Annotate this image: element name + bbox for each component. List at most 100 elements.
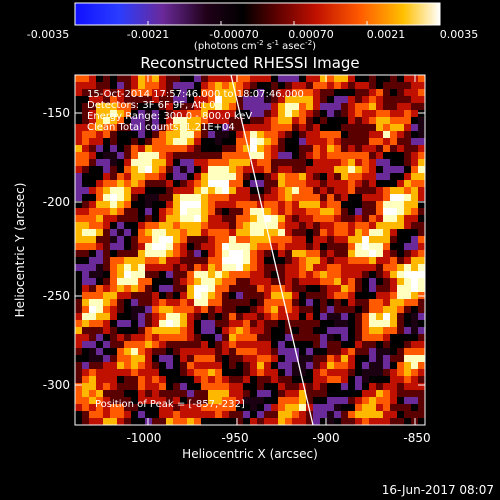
image-pixel [236,89,244,97]
image-pixel [152,152,160,160]
image-pixel [285,397,293,405]
image-pixel [320,180,328,188]
image-pixel [355,215,363,223]
image-pixel [110,264,118,272]
image-pixel [243,145,251,153]
image-pixel [215,236,223,244]
image-pixel [313,271,321,279]
image-pixel [411,390,419,398]
image-pixel [194,145,202,153]
image-pixel [145,96,153,104]
image-pixel [264,236,272,244]
image-pixel [159,362,167,370]
image-pixel [271,222,279,230]
image-pixel [376,159,384,167]
image-pixel [418,194,425,202]
image-pixel [201,341,209,349]
image-pixel [229,173,237,181]
image-pixel [278,187,286,195]
image-pixel [341,82,349,90]
image-pixel [243,257,251,265]
image-pixel [334,411,342,419]
image-pixel [173,404,181,412]
image-pixel [117,341,125,349]
image-pixel [334,138,342,146]
image-pixel [124,159,132,167]
image-pixel [369,82,377,90]
image-pixel [376,292,384,300]
image-pixel [404,166,412,174]
image-pixel [124,166,132,174]
image-pixel [306,362,314,370]
image-pixel [82,285,90,293]
image-pixel [82,348,90,356]
image-pixel [110,313,118,321]
image-pixel [243,264,251,272]
image-pixel [215,369,223,377]
image-pixel [194,376,202,384]
image-pixel [299,348,307,356]
image-pixel [89,362,97,370]
image-pixel [390,166,398,174]
image-pixel [397,355,405,363]
image-pixel [138,124,146,132]
image-pixel [208,355,216,363]
image-pixel [159,89,167,97]
image-pixel [285,257,293,265]
image-pixel [264,124,272,132]
image-pixel [376,145,384,153]
image-pixel [250,411,258,419]
image-pixel [250,110,258,118]
image-pixel [138,131,146,139]
image-pixel [243,166,251,174]
image-pixel [257,362,265,370]
image-pixel [250,404,258,412]
image-pixel [376,138,384,146]
image-pixel [271,208,279,216]
image-pixel [320,110,328,118]
image-pixel [341,348,349,356]
image-pixel [299,222,307,230]
image-pixel [355,278,363,286]
image-pixel [201,187,209,195]
image-pixel [334,110,342,118]
image-pixel [215,117,223,125]
image-pixel [229,418,237,425]
image-pixel [404,278,412,286]
image-pixel [285,145,293,153]
image-pixel [341,96,349,104]
image-pixel [180,131,188,139]
image-pixel [96,173,104,181]
image-pixel [124,236,132,244]
image-pixel [299,327,307,335]
image-pixel [243,250,251,258]
image-pixel [341,369,349,377]
image-pixel [173,173,181,181]
image-pixel [376,306,384,314]
image-pixel [348,348,356,356]
image-pixel [320,327,328,335]
image-pixel [250,215,258,223]
image-pixel [166,194,174,202]
image-pixel [285,187,293,195]
image-pixel [75,383,83,391]
image-pixel [89,194,97,202]
image-pixel [299,383,307,391]
image-pixel [208,271,216,279]
image-pixel [110,152,118,160]
image-pixel [173,292,181,300]
image-pixel [110,180,118,188]
image-pixel [278,124,286,132]
image-pixel [271,355,279,363]
image-pixel [348,89,356,97]
image-pixel [229,355,237,363]
image-pixel [369,180,377,188]
image-pixel [117,187,125,195]
image-pixel [404,152,412,160]
image-pixel [194,404,202,412]
image-pixel [96,292,104,300]
image-pixel [411,320,419,328]
image-pixel [369,257,377,265]
image-pixel [306,208,314,216]
image-pixel [229,159,237,167]
